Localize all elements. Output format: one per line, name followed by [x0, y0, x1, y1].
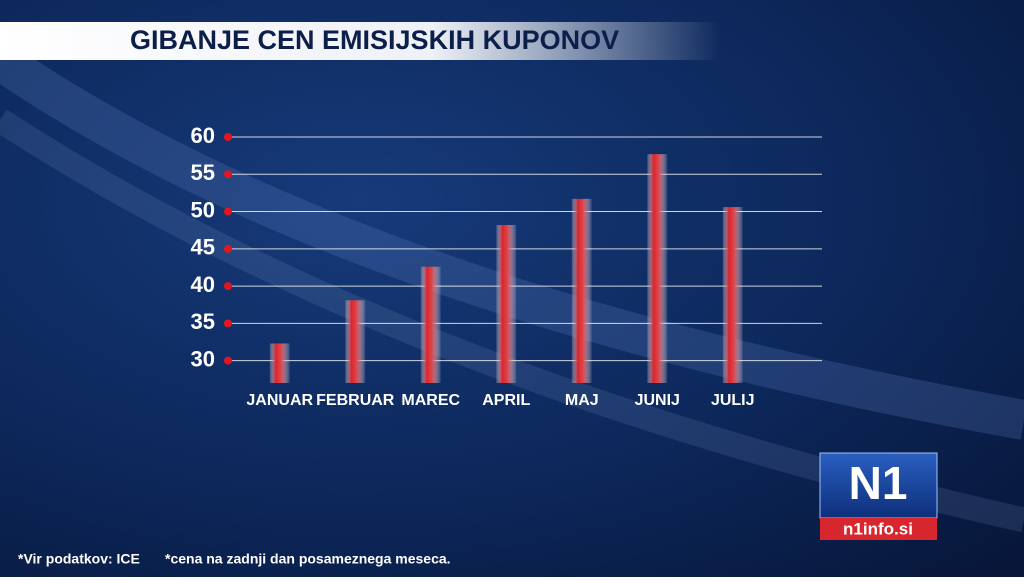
- bar: [722, 207, 743, 383]
- y-tick-label: 40: [191, 272, 215, 297]
- logo-strip: [820, 518, 937, 540]
- y-tick-label: 45: [191, 235, 215, 260]
- y-tick-label: 55: [191, 160, 215, 185]
- source-note: *Vir podatkov: ICE: [18, 551, 140, 567]
- logo-box: [819, 452, 938, 519]
- bar: [647, 154, 668, 383]
- x-tick-label: MAREC: [401, 392, 460, 409]
- x-tick-label: JULIJ: [711, 392, 755, 409]
- x-tick-label: JUNIJ: [635, 392, 680, 409]
- logo-site: n1info.si: [843, 519, 913, 538]
- bar: [496, 224, 517, 383]
- title-bar: [0, 22, 720, 60]
- x-tick-label: FEBRUAR: [316, 392, 395, 409]
- x-tick-label: JANUAR: [246, 392, 313, 409]
- y-tick-label: 35: [191, 309, 215, 334]
- x-tick-label: APRIL: [482, 392, 530, 409]
- logo-text: N1: [849, 457, 908, 509]
- x-tick-label: MAJ: [565, 392, 599, 409]
- tick-dot: [224, 282, 232, 291]
- tick-dot: [224, 170, 232, 179]
- tick-dot: [224, 356, 232, 365]
- bar: [345, 300, 366, 383]
- tick-dot: [224, 319, 232, 328]
- tick-dot: [224, 133, 232, 141]
- bar: [420, 266, 441, 383]
- tick-dot: [224, 244, 232, 253]
- y-tick-label: 50: [191, 197, 215, 222]
- footnote: *cena na zadnji dan posameznega meseca.: [165, 551, 451, 567]
- bar: [269, 343, 290, 383]
- logo: N1 n1info.si: [819, 452, 938, 540]
- bar: [571, 198, 592, 383]
- y-tick-label: 30: [191, 346, 215, 371]
- tick-dot: [224, 207, 232, 216]
- y-tick-label: 60: [191, 123, 215, 148]
- chart-title: GIBANJE CEN EMISIJSKIH KUPONOV: [130, 25, 619, 55]
